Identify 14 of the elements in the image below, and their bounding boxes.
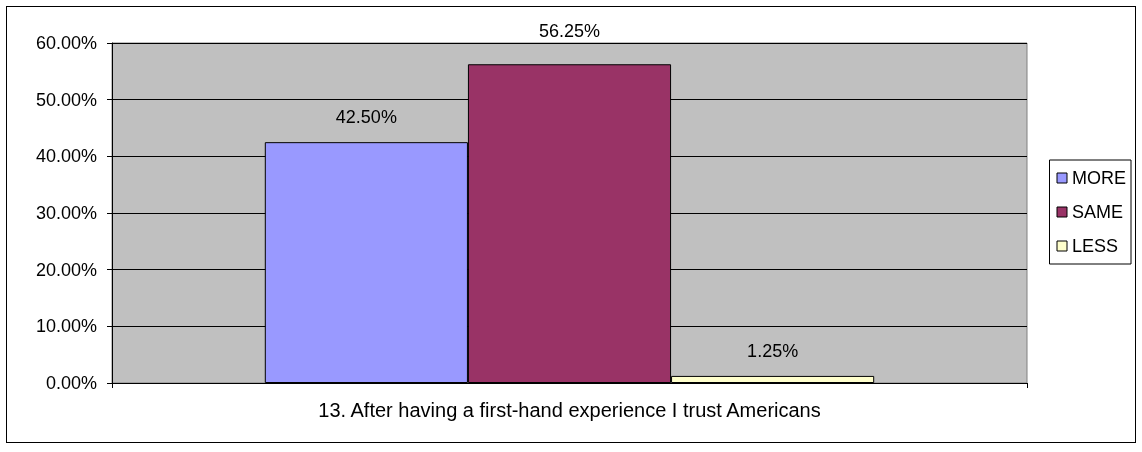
data-label: 42.50% bbox=[335, 107, 397, 128]
x-tick-label: 13. After having a first-hand experience I trust Americans bbox=[318, 399, 821, 421]
y-tick-label: 30.00% bbox=[35, 203, 97, 223]
data-label: 56.25% bbox=[538, 21, 601, 41]
y-tick-label: 0.00% bbox=[45, 373, 97, 393]
legend-label: LESS bbox=[1072, 236, 1119, 256]
data-label: 1.25% bbox=[747, 340, 799, 361]
y-tick-label: 20.00% bbox=[35, 259, 97, 280]
legend-label: SAME bbox=[1072, 202, 1124, 222]
y-tick-label: 10.00% bbox=[35, 316, 97, 337]
y-tick-label: 50.00% bbox=[35, 89, 97, 110]
y-tick-label: 40.00% bbox=[35, 146, 97, 167]
legend-label: MORE bbox=[1072, 168, 1126, 188]
y-tick-label: 60.00% bbox=[35, 33, 97, 53]
